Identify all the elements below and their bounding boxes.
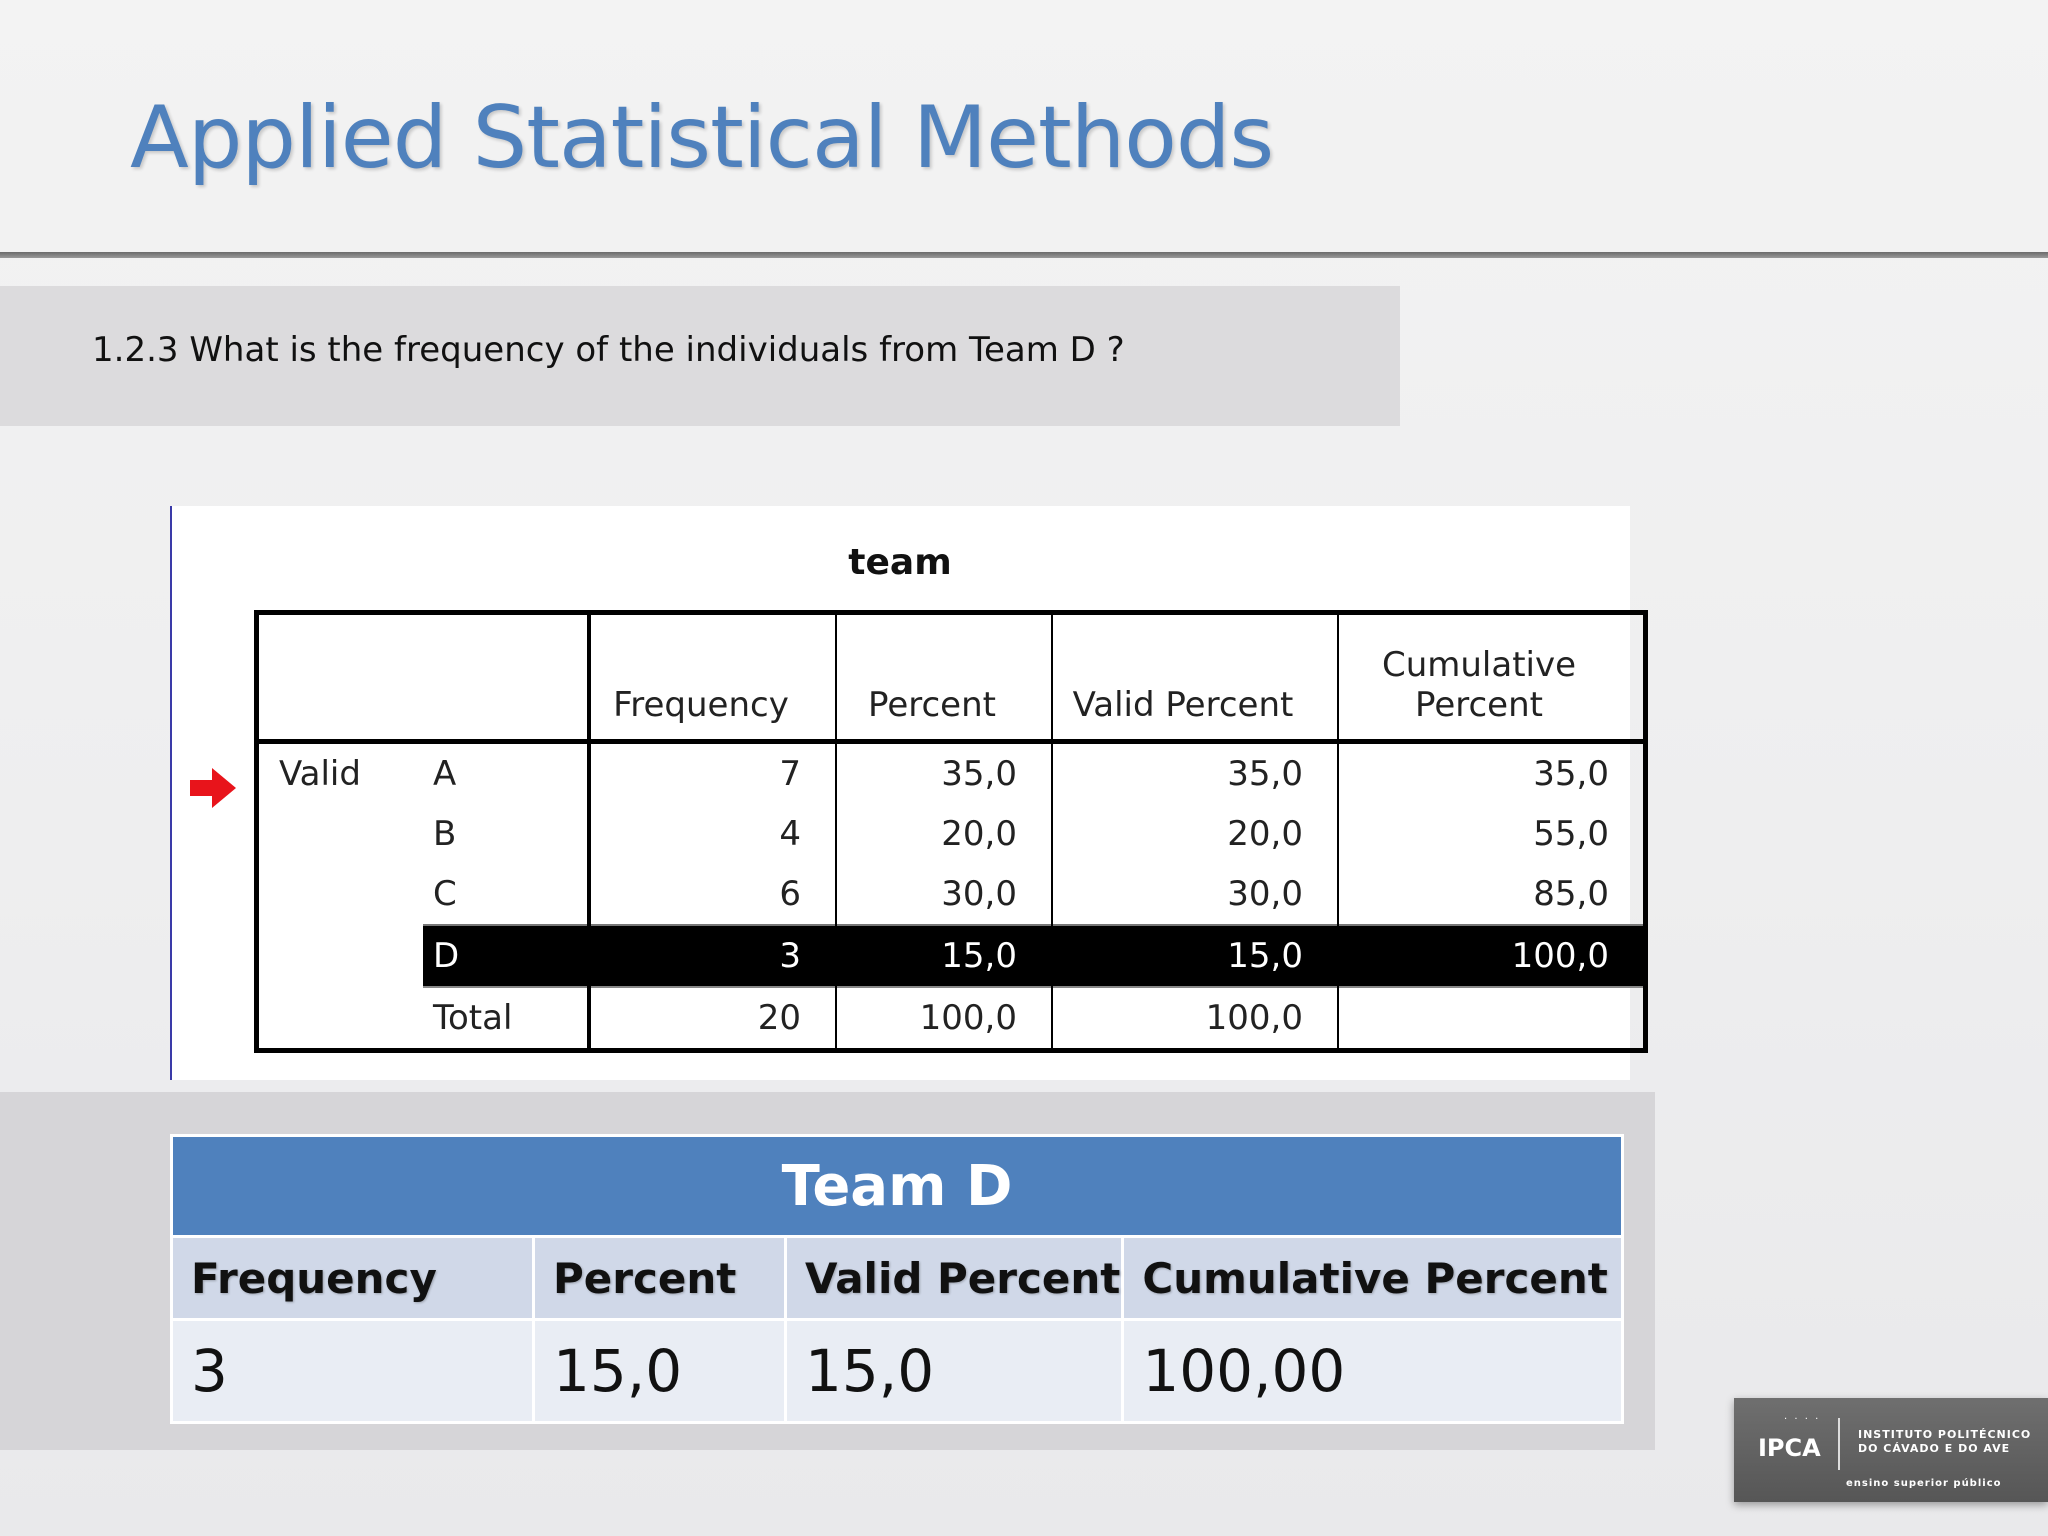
empty-cell: [257, 987, 424, 1051]
summary-column-header: Valid Percent: [783, 1235, 1125, 1321]
title-divider: [0, 252, 2048, 258]
empty-cell: [257, 804, 424, 864]
summary-percent-value: 15,0: [532, 1318, 787, 1424]
frequency-cell: 7: [587, 741, 836, 804]
valid-percent-cell: 30,0: [1051, 864, 1338, 925]
cumulative-percent-cell: 35,0: [1337, 741, 1646, 804]
summary-column-header: Frequency: [170, 1235, 535, 1321]
percent-cell: 20,0: [835, 804, 1052, 864]
valid-percent-cell: 20,0: [1051, 804, 1338, 864]
percent-cell: 35,0: [835, 741, 1052, 804]
empty-header-cell: [256, 612, 423, 744]
question-text: 1.2.3 What is the frequency of the indiv…: [92, 330, 1125, 370]
cumulative-percent-cell: 100,0: [1337, 924, 1646, 987]
valid-percent-cell: 100,0: [1051, 986, 1338, 1051]
question-band: [0, 286, 1400, 426]
category-cell: B: [433, 814, 457, 854]
frequency-cell: 20: [587, 986, 836, 1051]
table-row: C 6 30,0 30,0 85,0: [257, 864, 1646, 925]
column-header: Percent: [835, 612, 1052, 744]
table-row-total: Total 20 100,0 100,0: [257, 986, 1646, 1051]
table-row: B 4 20,0 20,0 55,0: [257, 804, 1646, 864]
empty-cell: [257, 864, 424, 925]
frequency-cell: 6: [587, 864, 836, 925]
red-arrow-icon: [190, 768, 236, 808]
cumulative-percent-cell: 85,0: [1337, 864, 1646, 925]
column-header: Valid Percent: [1051, 612, 1338, 744]
summary-caption: Team D: [170, 1134, 1624, 1238]
summary-header-row: Frequency Percent Valid Percent Cumulati…: [170, 1235, 1624, 1321]
spss-table-caption: team: [848, 542, 952, 583]
valid-percent-cell: 35,0: [1051, 741, 1338, 804]
percent-cell: 30,0: [835, 864, 1052, 925]
team-d-summary-table: Team D Frequency Percent Valid Percent C…: [170, 1134, 1624, 1424]
frequency-cell: 4: [587, 804, 836, 864]
summary-frequency-value: 3: [170, 1318, 535, 1424]
empty-cell: [257, 925, 424, 987]
spss-frequency-table: Frequency Percent Valid Percent Cumulati…: [254, 610, 1648, 1053]
spss-left-border: [170, 506, 172, 1080]
cumulative-percent-cell: [1337, 986, 1646, 1051]
cumulative-percent-cell: 55,0: [1337, 804, 1646, 864]
percent-cell: 100,0: [835, 986, 1052, 1051]
category-cell: C: [433, 874, 457, 914]
column-header-line: Cumulative Percent: [1381, 645, 1577, 725]
summary-cumulative-percent-value: 100,00: [1121, 1318, 1624, 1424]
logo-divider: [1838, 1418, 1840, 1470]
total-label: Total: [423, 986, 589, 1051]
slide-title: Applied Statistical Methods: [130, 88, 1274, 188]
summary-column-header: Percent: [532, 1235, 787, 1321]
table-row-highlighted: D 3 15,0 15,0 100,0: [257, 924, 1646, 987]
summary-value-row: 3 15,0 15,0 100,00: [170, 1318, 1624, 1424]
valid-percent-cell: 15,0: [1051, 924, 1338, 987]
logo-name-line2: DO CÁVADO E DO AVE: [1858, 1442, 2011, 1455]
summary-column-header: Cumulative Percent: [1121, 1235, 1624, 1321]
category-cell: A: [433, 754, 457, 794]
column-header: Frequency: [587, 612, 836, 744]
frequency-cell: 3: [587, 924, 836, 987]
percent-cell: 15,0: [835, 924, 1052, 987]
empty-header-cell: [423, 612, 589, 744]
ipca-logo: · · · · IPCA INSTITUTO POLITÉCNICO DO CÁ…: [1734, 1398, 2048, 1502]
summary-caption-row: Team D: [170, 1134, 1624, 1238]
logo-tagline: ensino superior público: [1846, 1478, 2002, 1489]
column-header: Cumulative Percent: [1337, 612, 1646, 744]
logo-mark: IPCA: [1758, 1434, 1821, 1462]
summary-valid-percent-value: 15,0: [783, 1318, 1125, 1424]
group-label: Valid: [279, 754, 361, 794]
category-cell: D: [423, 924, 589, 987]
table-row: Valid A 7 35,0 35,0 35,0: [257, 741, 1646, 804]
logo-name-line1: INSTITUTO POLITÉCNICO: [1858, 1428, 2032, 1441]
logo-dots-icon: · · · ·: [1784, 1414, 1821, 1425]
table-header-row: Frequency Percent Valid Percent Cumulati…: [256, 612, 1646, 744]
